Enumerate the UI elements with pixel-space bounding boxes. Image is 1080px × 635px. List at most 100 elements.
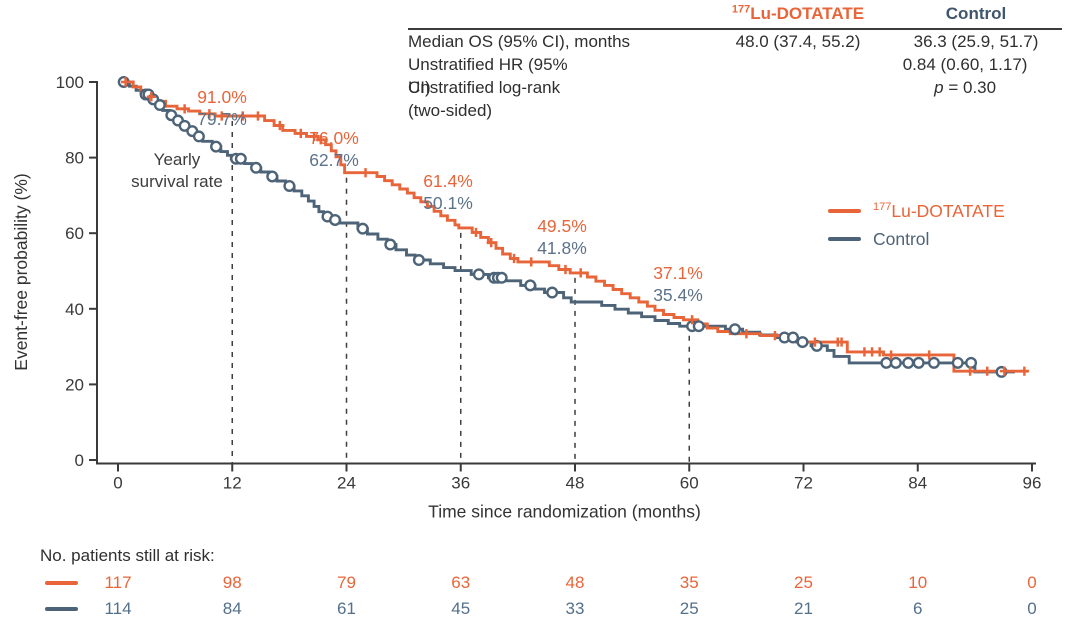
stats-table-header: 177Lu-DOTATATE Control (408, 4, 1062, 30)
censor-plus-lu (471, 227, 481, 238)
censor-plus-lu (810, 337, 820, 347)
yearly-rate-label-control: 41.8% (537, 238, 587, 258)
stat-value-lu: 48.0 (37.4, 55.2) (735, 32, 861, 51)
risk-count: 0 (1027, 599, 1037, 618)
censor-plus-lu (770, 331, 780, 341)
censor-circle-control (266, 170, 279, 183)
censor-plus-lu (560, 264, 571, 275)
stats-row-hr: Unstratified HR (95% CI) 0.84 (0.60, 1.1… (408, 53, 1062, 97)
y-tick-label: 80 (65, 149, 84, 168)
risk-row-control: 114 84 61 45 33 25 21 6 0 (0, 599, 1080, 619)
risk-count: 6 (913, 599, 923, 618)
legend-label-lu: 177Lu-DOTATATE (873, 200, 1005, 221)
yearly-rate-label-control: 62.7% (309, 150, 359, 170)
yearly-survival-note: Yearly survival rate (108, 149, 246, 193)
x-tick-label: 72 (794, 474, 813, 493)
censor-plus-lu (999, 366, 1009, 376)
censor-circle-control (902, 356, 915, 369)
p-rest: = 0.30 (943, 78, 997, 97)
censor-plus-lu (875, 347, 885, 357)
note-line1: Yearly (153, 150, 201, 169)
censor-plus-lu (741, 329, 751, 339)
censor-plus-lu (982, 366, 992, 376)
censor-circle-control (412, 254, 425, 267)
censor-plus-lu (360, 168, 371, 178)
censor-circle-control (889, 356, 902, 369)
yearly-rate-label-lu: 91.0% (197, 87, 247, 107)
risk-count: 84 (222, 599, 242, 618)
censor-circle-control (472, 268, 485, 281)
lu-isotope-sup: 177 (873, 200, 892, 213)
stat-label: Unstratified HR (95% CI) (408, 55, 568, 97)
control-line-swatch (45, 607, 78, 611)
risk-count: 25 (679, 599, 699, 618)
risk-count: 33 (565, 599, 585, 618)
stat-label: Unstratified log-rank (two-sided) (408, 78, 561, 120)
stat-value-combined: 0.84 (0.60, 1.17) (902, 55, 1028, 74)
censor-circle-control (153, 99, 166, 112)
censor-circle-control (250, 161, 263, 174)
legend-item-control: Control (828, 225, 1005, 253)
risk-count: 79 (337, 573, 356, 592)
x-tick-label: 24 (337, 474, 356, 493)
risk-count: 98 (222, 573, 242, 592)
y-tick-label: 0 (75, 451, 84, 470)
legend-label-control: Control (873, 228, 930, 249)
y-tick-label: 20 (65, 375, 84, 394)
censor-circle-control (965, 356, 978, 369)
censor-circle-control (912, 356, 925, 369)
censor-plus-lu (217, 111, 227, 121)
lu-line-swatch (45, 581, 78, 585)
risk-count: 61 (337, 599, 356, 618)
note-line2: survival rate (131, 172, 223, 191)
x-tick-label: 36 (451, 474, 470, 493)
yearly-rate-label-control: 79.7% (197, 109, 247, 129)
x-tick-label: 12 (223, 474, 242, 493)
x-tick-label: 84 (908, 474, 927, 493)
censor-plus-lu (253, 111, 263, 121)
censor-circle-control (283, 179, 296, 192)
lu-line-swatch (828, 209, 861, 213)
stat-value-control: 36.3 (25.9, 51.7) (913, 32, 1039, 51)
censor-plus-lu (275, 120, 285, 131)
y-tick-label: 60 (65, 224, 84, 243)
censor-plus-lu (687, 315, 697, 325)
censor-plus-lu (238, 111, 248, 121)
censor-circle-control (495, 271, 508, 284)
yearly-rate-label-control: 50.1% (423, 193, 473, 213)
risk-row-lu: 117 98 79 63 48 35 25 10 0 (0, 573, 1080, 593)
censor-circle-control (192, 130, 205, 143)
yearly-rate-label-control: 35.4% (653, 285, 703, 305)
censor-circle-control (546, 286, 559, 299)
risk-count: 48 (565, 573, 585, 592)
y-tick-label: 40 (65, 300, 84, 319)
censor-plus-lu (204, 109, 214, 119)
censor-circle-control (728, 323, 741, 336)
censor-plus-lu (296, 128, 306, 139)
legend: 177Lu-DOTATATE Control (828, 197, 1005, 253)
censor-circle-control (234, 152, 247, 165)
risk-count: 10 (908, 573, 928, 592)
censor-plus-lu (1019, 366, 1029, 376)
risk-count: 63 (451, 573, 471, 592)
stats-row-median-os: Median OS (95% CI), months 48.0 (37.4, 5… (408, 30, 1062, 53)
stats-row-logrank: Unstratified log-rank (two-sided) p = 0.… (408, 76, 1062, 120)
censor-plus-lu (146, 92, 156, 102)
risk-count: 114 (104, 599, 132, 618)
censor-plus-lu (924, 350, 934, 360)
censor-plus-lu (309, 131, 319, 142)
stat-value-pvalue: p = 0.30 (868, 76, 1062, 99)
stats-table: 177Lu-DOTATATE Control Median OS (95% CI… (408, 4, 1062, 120)
km-curve-lu-dotatate (118, 80, 1029, 373)
censor-circle-control (927, 356, 940, 369)
censor-circle-control (787, 331, 800, 344)
x-tick-label: 60 (680, 474, 699, 493)
lu-isotope-sup: 177 (731, 3, 751, 16)
x-tick-label: 0 (113, 474, 122, 493)
censor-circle-control (210, 140, 223, 153)
censor-circle-control (692, 320, 705, 333)
censor-circle-control (951, 356, 964, 369)
risk-count: 35 (679, 573, 699, 592)
